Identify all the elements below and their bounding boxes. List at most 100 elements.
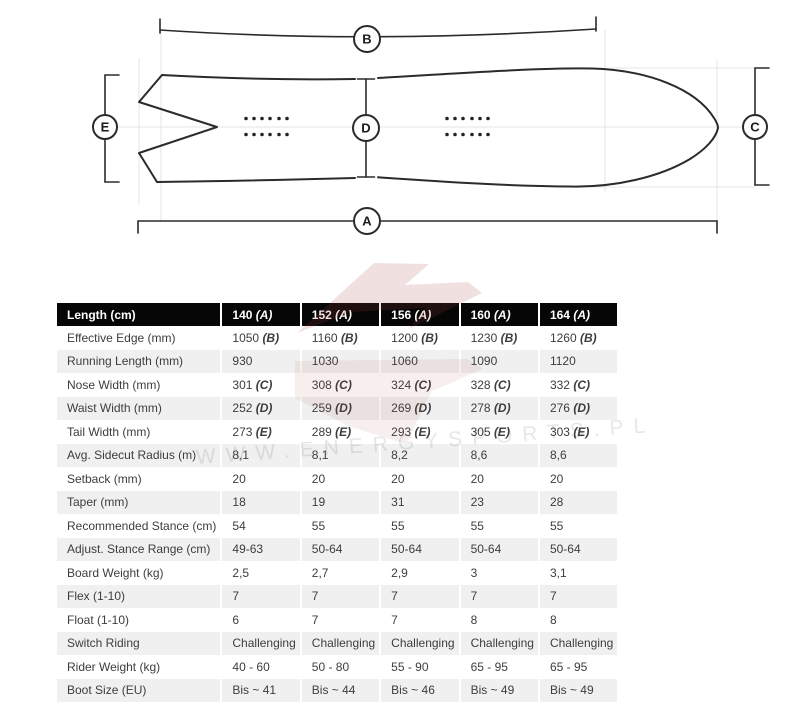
spec-value: 332 (549, 377, 570, 392)
spec-value: 1160 (311, 330, 338, 345)
spec-value-cell: 1230 (B) (461, 326, 538, 350)
spec-value: 8 (470, 612, 478, 627)
spec-row-label-cell: Taper (mm) (57, 490, 221, 514)
spec-value-ref: (D) (573, 401, 590, 416)
spec-value-cell: 1160 (B) (302, 326, 379, 350)
spec-value: 50-64 (549, 542, 581, 557)
spec-header-size-ref: (A) (255, 307, 273, 322)
spec-value-cell: 289 (E) (302, 420, 379, 444)
spec-value-cell: 7 (381, 584, 459, 608)
spec-value-ref: (D) (414, 401, 432, 416)
spec-value: 55 (391, 518, 405, 533)
dimension-nose-width: C (742, 67, 770, 186)
spec-row-label-cell: Setback (mm) (57, 467, 220, 491)
spec-row-label: Setback (mm) (67, 471, 142, 486)
spec-value-cell: 55 (381, 514, 458, 538)
spec-value-cell: 8,6 (460, 443, 538, 467)
spec-value-cell: 332 (C) (540, 373, 617, 397)
spec-value: 269 (391, 401, 412, 416)
spec-value: 1060 (391, 354, 418, 369)
spec-value: 8,6 (470, 448, 488, 463)
spec-row-label: Flex (1-10) (67, 589, 126, 604)
marker-circle-c (742, 114, 768, 140)
table-row: Rider Weight (kg) 40 - 60 50 - 80 55 - 90 65… (57, 655, 617, 679)
spec-value: 1030 (311, 354, 339, 369)
spec-value-cell: 8 (540, 608, 617, 632)
spec-value-cell: Bis ~ 46 (381, 678, 459, 702)
spec-value: 20 (391, 471, 405, 486)
spec-row-label: Adjust. Stance Range (cm) (67, 542, 211, 557)
spec-value: 328 (470, 377, 491, 392)
spec-row-label-cell: Waist Width (mm) (57, 396, 221, 420)
spec-value: 7 (391, 589, 398, 604)
spec-value-cell: 259 (D) (301, 396, 380, 420)
spec-value-cell: 301 (C) (222, 373, 299, 397)
spec-value: Challenging (391, 636, 455, 651)
spec-value: 8,2 (391, 448, 408, 463)
spec-value-cell: Challenging (222, 631, 300, 655)
construction-guides (105, 30, 755, 221)
spec-value-cell: 273 (E) (222, 420, 299, 444)
spec-value: 50-64 (391, 542, 422, 557)
spec-value-cell: 20 (461, 467, 538, 491)
table-row: Tail Width (mm) 273 (E) 289 (E) 293 (E) 305 … (57, 420, 617, 444)
spec-value: 1050 (232, 330, 260, 345)
spec-header-size-cell: 164 (A) (539, 303, 618, 326)
spec-value-ref: (E) (414, 424, 431, 439)
spec-value-cell: 1260 (B) (540, 326, 617, 350)
spec-value-cell: 54 (222, 514, 299, 538)
marker-circle-e (92, 114, 118, 140)
spec-value-ref: (D) (493, 401, 511, 416)
spec-value-ref: (E) (335, 424, 352, 439)
spec-value-ref: (E) (493, 424, 510, 439)
spec-value: 305 (470, 424, 491, 439)
spec-value: 303 (549, 424, 570, 439)
spec-value-ref: (D) (255, 401, 273, 416)
spec-value-cell: Bis ~ 49 (460, 678, 538, 702)
spec-value: 20 (470, 471, 484, 486)
spec-value-cell: 276 (D) (539, 396, 618, 420)
spec-value-cell: 1090 (460, 349, 538, 373)
table-row: Recommended Stance (cm) 54 55 55 55 55 (57, 514, 617, 538)
spec-row-label: Waist Width (mm) (67, 401, 162, 416)
spec-value-cell: 7 (301, 584, 380, 608)
spec-value-cell: 308 (C) (302, 373, 379, 397)
spec-row-label: Float (1-10) (67, 612, 130, 627)
spec-value-cell: Challenging (301, 631, 380, 655)
spec-header-label: Length (cm) (67, 307, 136, 322)
spec-value: 1260 (549, 330, 577, 345)
spec-value: 2,9 (391, 565, 408, 580)
spec-row-label: Nose Width (mm) (67, 377, 161, 392)
spec-value: 278 (470, 401, 491, 416)
spec-value: 3,1 (549, 565, 567, 580)
spec-value-cell: 324 (C) (381, 373, 458, 397)
spec-value-cell: Bis ~ 49 (539, 678, 618, 702)
insert-dots-front (445, 116, 490, 137)
spec-value-ref: (C) (255, 377, 273, 392)
table-row: Avg. Sidecut Radius (m) 8,1 8,1 8,2 8,6 8,6 (57, 443, 618, 467)
spec-value: 55 (470, 518, 484, 533)
board-tail-and-left-edges (138, 74, 356, 183)
spec-table-body: Effective Edge (mm) 1050 (B) 1160 (B) 1200 … (57, 326, 618, 702)
spec-value-cell: 20 (540, 467, 617, 491)
spec-row-label-cell: Float (1-10) (57, 608, 220, 632)
spec-value-ref: (B) (580, 330, 597, 345)
spec-value: 273 (232, 424, 253, 439)
spec-value: 8,6 (549, 448, 567, 463)
spec-header-size-cell: 160 (A) (460, 303, 538, 326)
spec-row-label-cell: Recommended Stance (cm) (57, 514, 220, 538)
spec-row-label-cell: Flex (1-10) (57, 584, 221, 608)
spec-value: 19 (311, 495, 326, 510)
spec-header-size-cell: 152 (A) (301, 303, 380, 326)
spec-value: 8,1 (311, 448, 329, 463)
spec-row-label-cell: Effective Edge (mm) (57, 326, 220, 350)
table-row: Setback (mm) 20 20 20 20 20 (57, 467, 617, 491)
spec-value-cell: 65 - 95 (461, 655, 538, 679)
spec-value-cell: Bis ~ 41 (222, 678, 300, 702)
spec-row-label: Effective Edge (mm) (67, 330, 176, 345)
spec-value-ref: (C) (335, 377, 352, 392)
table-row: Nose Width (mm) 301 (C) 308 (C) 324 (C) 328 … (57, 373, 617, 397)
spec-header-size-ref: (A) (414, 307, 432, 322)
marker-letter-c: C (750, 120, 760, 135)
